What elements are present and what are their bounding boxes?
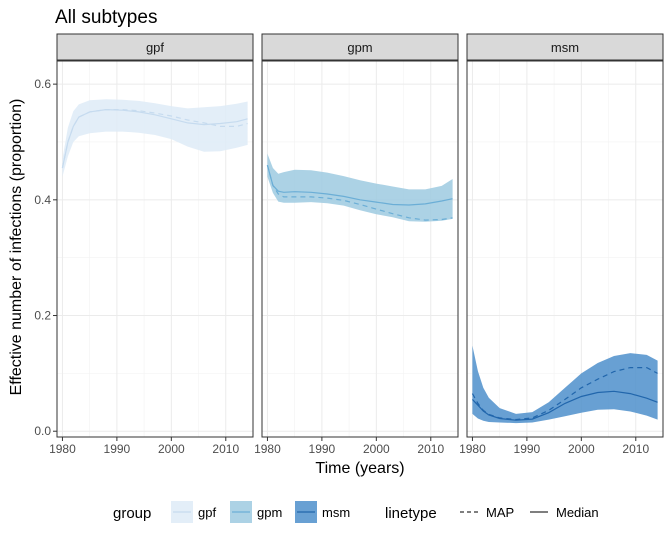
map-line-gpf (61, 109, 248, 169)
legend-linetype-label-median: Median (556, 505, 599, 520)
x-tick-label: 1980 (49, 442, 76, 456)
facet-strip (466, 33, 664, 61)
legend-linetype-title: linetype (385, 505, 437, 522)
facet-panel-msm: msm 1980 1990 2000 2010 (459, 33, 664, 456)
x-tick-label: 2000 (568, 442, 595, 456)
y-tick-label: 0.4 (34, 193, 51, 207)
legend: group gpf gpm msm linetype MAP Median (113, 501, 599, 523)
legend-label-gpm: gpm (257, 505, 282, 520)
x-tick-label: 2010 (212, 442, 239, 456)
panel-border (466, 60, 664, 438)
panel-background (262, 61, 458, 437)
facet-panel-gpm: gpm 1980 1990 2000 2010 (254, 33, 459, 456)
y-tick-label: 0.6 (34, 77, 51, 91)
map-line-msm (471, 367, 658, 421)
legend-label-msm: msm (322, 505, 350, 520)
facet-strip (56, 33, 254, 61)
facet-strip-label: gpf (146, 40, 164, 55)
x-tick-label: 2010 (417, 442, 444, 456)
x-tick-label: 1990 (514, 442, 541, 456)
x-tick-label: 2010 (622, 442, 649, 456)
y-tick-label: 0.0 (34, 424, 51, 438)
x-tick-label: 1980 (254, 442, 281, 456)
legend-label-gpf: gpf (198, 505, 216, 520)
median-line-gpm (266, 164, 453, 206)
legend-group-title: group (113, 505, 151, 522)
y-axis-title: Effective number of infections (proporti… (8, 99, 25, 396)
chart-title: All subtypes (55, 7, 157, 28)
facet-strip (261, 33, 459, 61)
facet-strip-label: msm (551, 40, 579, 55)
x-tick-label: 1990 (104, 442, 131, 456)
panel-border (56, 60, 254, 438)
y-tick-label: 0.2 (34, 309, 51, 323)
x-tick-label: 1990 (309, 442, 336, 456)
x-tick-label: 1980 (459, 442, 486, 456)
facet-strip-label: gpm (347, 40, 372, 55)
x-tick-label: 2000 (363, 442, 390, 456)
legend-linetype-label-map: MAP (486, 505, 514, 520)
x-tick-label: 2000 (158, 442, 185, 456)
minor-gridlines (262, 61, 458, 437)
ribbon-msm (472, 345, 658, 424)
facet-panel-gpf: gpf 1980 1990 2000 2010 0.0 0.2 0.4 0.6 (34, 33, 254, 456)
x-axis-title: Time (years) (315, 460, 404, 477)
panel-border (261, 60, 459, 438)
facet-panels: gpf 1980 1990 2000 2010 0.0 0.2 0.4 0.6 gpm 1980 19… (34, 33, 664, 456)
ribbon-gpf (62, 99, 248, 177)
